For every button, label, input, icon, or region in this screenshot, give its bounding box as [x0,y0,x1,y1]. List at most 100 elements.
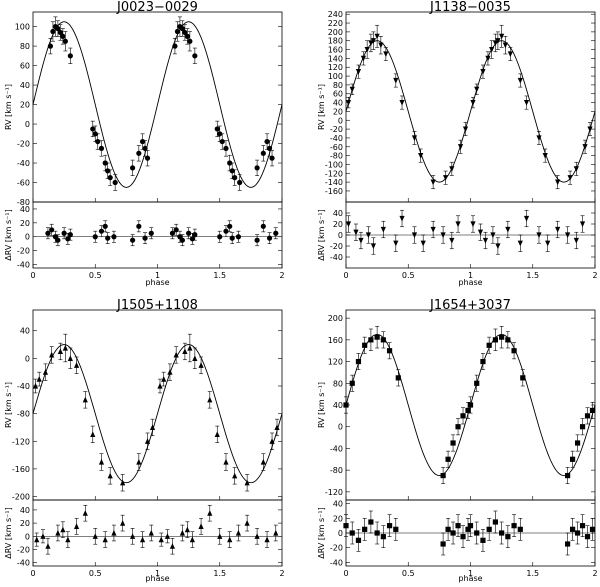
residual-point [362,526,368,532]
residual-point [60,526,66,533]
rv-point [120,479,126,486]
y-tick-label: -40 [330,134,343,143]
rv-point [440,472,446,479]
residual-y-tick-label: 0 [25,532,30,541]
residual-point [545,240,551,247]
residual-point [111,529,117,536]
residual-point [184,526,190,533]
residual-y-tick-label: -40 [17,261,30,270]
rv-point [360,55,367,62]
rv-point [467,402,474,408]
residual-point [449,237,455,244]
residual-y-tick-label: 20 [333,514,343,523]
y-tick-label: -80 [17,410,30,419]
residual-point [148,529,154,536]
rv-point [144,155,151,161]
rv-point [139,138,146,145]
rv-point [136,458,142,465]
rv-point [179,25,185,32]
residual-point [474,530,480,536]
residual-point [207,510,213,516]
residual-y-axis-label: ΔRV [km s⁻¹] [4,507,13,558]
residual-point [370,243,376,250]
residual-point [92,533,98,539]
rv-point [455,424,461,430]
residual-point [517,526,523,532]
residual-point [102,223,108,229]
residual-point [455,523,461,529]
y-tick-label: 140 [328,54,343,63]
x-tick-label: 0 [30,569,35,578]
rv-point [569,456,576,462]
residual-point [227,223,233,229]
rv-point [499,33,505,40]
residual-point [273,230,279,236]
rv-point [244,479,250,486]
rv-point [182,348,188,355]
residual-y-axis-label: ΔRV [km s⁻¹] [317,209,326,260]
rv-point [445,456,451,462]
residual-point [273,529,279,536]
model-curve [345,40,596,183]
model-curve [32,21,283,188]
residual-point [380,226,386,233]
residual-point [186,230,192,236]
x-tick-label: 1 [468,569,473,578]
residual-point [555,226,561,233]
rv-point [187,344,193,351]
y-tick-label: 200 [328,314,343,323]
rv-point [582,144,588,150]
rv-point [450,440,456,446]
rv-point [380,337,386,343]
residual-point [467,523,474,529]
panel-title: J0023−0029 [116,0,198,15]
residual-point [589,526,596,532]
rv-point [486,342,492,348]
rv-point [374,33,380,40]
y-tick-label: 220 [328,19,343,28]
residual-point [399,215,405,222]
y-tick-label: -60 [330,143,343,152]
residual-point [492,519,498,525]
rv-point [411,135,418,142]
y-tick-label: 200 [328,28,343,37]
residual-point [486,526,492,532]
y-tick-label: -120 [12,437,30,446]
panel-title: J1505+1108 [116,298,198,313]
y-tick-label: 40 [20,327,30,336]
residual-y-tick-label: -40 [17,559,30,568]
rv-point [32,382,39,389]
y-tick-label: 0 [338,423,343,432]
residual-point [477,229,484,236]
rv-point [167,369,173,375]
residual-y-tick-label: 40 [333,500,343,509]
y-tick-label: 80 [333,379,343,388]
rv-point [555,179,561,186]
residual-point [264,536,270,543]
rv-point [565,472,571,479]
x-axis-label: phase [145,278,169,287]
y-tick-label: 0 [25,354,30,363]
rv-point [136,150,142,156]
residual-point [353,229,359,236]
rv-point [55,25,61,32]
y-tick-label: -160 [325,187,343,196]
rv-axes-frame [32,11,283,203]
rv-point [470,99,476,106]
rv-point [98,458,105,465]
residual-point [465,526,471,532]
y-tick-label: 20 [333,107,343,116]
rv-point [62,344,68,351]
y-tick-label: -80 [330,152,343,161]
y-tick-label: -40 [330,444,343,453]
y-tick-label: -80 [330,466,343,475]
residual-point [365,232,372,239]
x-tick-label: 0.5 [402,271,415,280]
y-tick-label: 20 [20,101,30,110]
residual-point [579,221,586,228]
rv-point [269,438,275,444]
rv-point [49,351,55,358]
rv-point [161,375,167,382]
